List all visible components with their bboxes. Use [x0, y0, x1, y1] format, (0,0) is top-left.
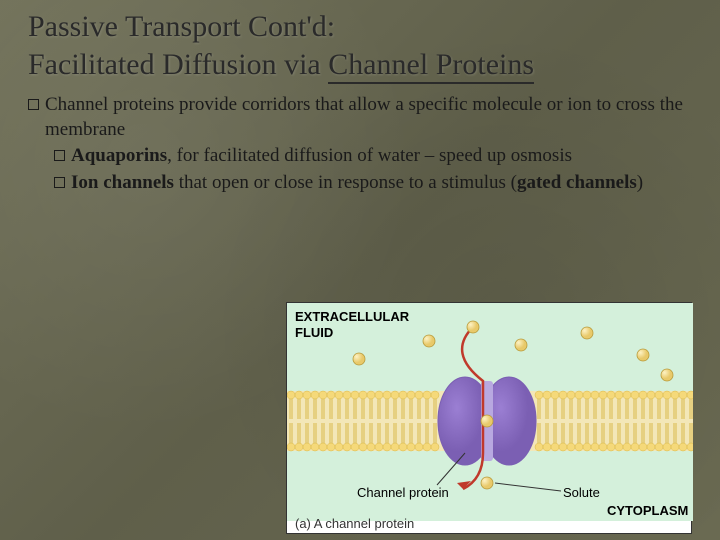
channel-protein-diagram: EXTRACELLULARFLUID Channel protein Solute C… — [286, 302, 692, 534]
bold-ion-channels: Ion channels — [71, 172, 174, 193]
svg-text:CYTOPLASM: CYTOPLASM — [607, 503, 688, 518]
diagram-caption: (a) A channel protein — [295, 516, 414, 531]
bullet-l2a-text: Aquaporins, for facilitated diffusion of… — [71, 144, 572, 169]
bullet-marker — [28, 99, 39, 110]
slide-title: Passive Transport Cont'd: Facilitated Di… — [28, 8, 692, 83]
bullet-l1-text: Channel proteins provide corridors that … — [45, 93, 692, 142]
bold-gated: gated channels — [517, 172, 637, 193]
bullet-level1: Channel proteins provide corridors that … — [28, 93, 692, 142]
slide-container: Passive Transport Cont'd: Facilitated Di… — [0, 0, 720, 196]
l2b-mid: that open or close in response to a stim… — [174, 172, 517, 193]
content-block: Channel proteins provide corridors that … — [28, 93, 692, 196]
bullet-marker — [54, 177, 65, 188]
title-line2-underlined: Channel Proteins — [328, 48, 534, 84]
svg-text:FLUID: FLUID — [295, 325, 333, 340]
title-line1: Passive Transport Cont'd: — [28, 10, 335, 43]
svg-text:Channel protein: Channel protein — [357, 485, 449, 500]
svg-text:EXTRACELLULAR: EXTRACELLULAR — [295, 309, 410, 324]
svg-text:Solute: Solute — [563, 485, 600, 500]
title-line2-plain: Facilitated Diffusion via — [28, 48, 328, 81]
bold-aquaporins: Aquaporins — [71, 145, 167, 166]
l2b-end: ) — [637, 172, 643, 193]
bullet-level2-b: Ion channels that open or close in respo… — [54, 171, 692, 196]
bullet-level2-a: Aquaporins, for facilitated diffusion of… — [54, 144, 692, 169]
bullet-marker — [54, 150, 65, 161]
bullet-l2b-text: Ion channels that open or close in respo… — [71, 171, 643, 196]
l2a-rest: , for facilitated diffusion of water – s… — [167, 145, 572, 166]
diagram-svg: EXTRACELLULARFLUID Channel protein Solute C… — [287, 303, 693, 521]
